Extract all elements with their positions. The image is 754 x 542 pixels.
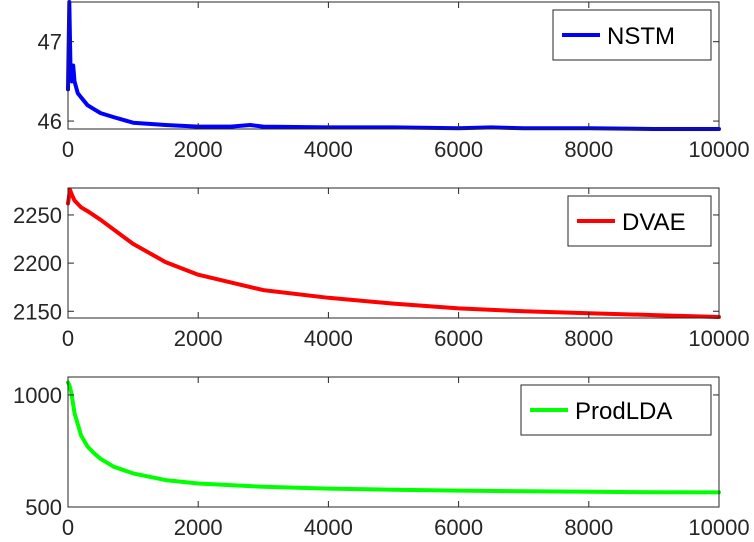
x-tick-label: 6000 [434, 137, 483, 162]
axes-box [67, 1, 720, 130]
x-tick-label: 10000 [688, 326, 749, 351]
axes-box [67, 376, 720, 508]
y-tick-label: 47 [38, 30, 62, 55]
x-tick-label: 4000 [304, 137, 353, 162]
series-line-nstm [66, 0, 721, 131]
x-tick-label: 4000 [304, 326, 353, 351]
y-tick-label: 46 [38, 109, 62, 134]
panel-3: 0 2000 4000 6000 8000 10000 500 1000 ProdLDA [13, 376, 750, 540]
series-line-prodlda [66, 380, 721, 495]
x-tick-label: 10000 [688, 137, 749, 162]
y-tick-label: 500 [25, 495, 62, 520]
x-tick-label: 6000 [434, 515, 483, 540]
panel-1: 0 2000 4000 6000 8000 10000 46 47 NSTM [38, 0, 750, 162]
legend-label: DVAE [622, 209, 686, 236]
x-tick-label: 0 [62, 137, 74, 162]
panel-2: 0 2000 4000 6000 8000 10000 2150 2200 2250 DVAE [13, 187, 750, 351]
series-line-dvae [66, 187, 721, 319]
legend-label: ProdLDA [575, 398, 672, 425]
legend: DVAE [567, 195, 712, 247]
y-tick-label: 2200 [13, 251, 62, 276]
legend: NSTM [552, 9, 712, 61]
x-tick-label: 2000 [174, 515, 223, 540]
x-tick-label: 6000 [434, 326, 483, 351]
x-tick-label: 8000 [564, 137, 613, 162]
legend-label: NSTM [607, 23, 675, 50]
y-tick-label: 2250 [13, 203, 62, 228]
legend: ProdLDA [520, 384, 712, 436]
x-tick-label: 2000 [174, 326, 223, 351]
y-tick-label: 2150 [13, 299, 62, 324]
axes-box [67, 187, 720, 319]
x-tick-label: 8000 [564, 326, 613, 351]
x-tick-label: 10000 [688, 515, 749, 540]
x-tick-label: 8000 [564, 515, 613, 540]
x-tick-label: 0 [62, 515, 74, 540]
x-tick-label: 4000 [304, 515, 353, 540]
x-tick-label: 0 [62, 326, 74, 351]
x-tick-label: 2000 [174, 137, 223, 162]
y-tick-label: 1000 [13, 383, 62, 408]
